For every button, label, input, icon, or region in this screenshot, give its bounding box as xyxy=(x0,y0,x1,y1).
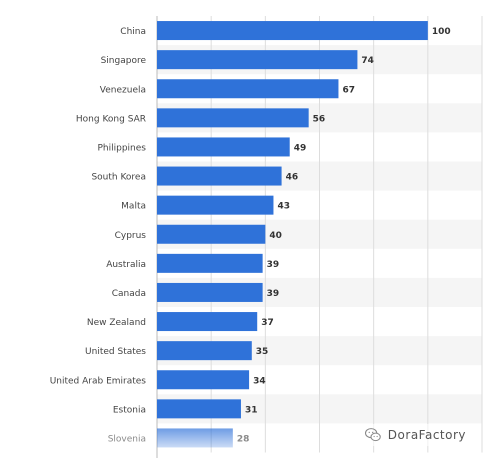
value-label: 34 xyxy=(253,376,266,386)
category-label: Slovenia xyxy=(108,434,146,444)
value-label: 49 xyxy=(294,143,307,153)
bar xyxy=(157,21,428,41)
value-label: 37 xyxy=(261,318,274,328)
bar xyxy=(157,282,263,302)
value-label: 43 xyxy=(277,202,290,212)
watermark-text: DoraFactory xyxy=(387,428,466,442)
bar xyxy=(157,370,250,390)
bar xyxy=(157,312,258,332)
bar xyxy=(157,50,358,70)
value-label: 35 xyxy=(256,347,269,357)
value-label: 39 xyxy=(267,260,280,270)
bar xyxy=(157,137,290,157)
category-label: Malta xyxy=(121,202,146,212)
value-label: 74 xyxy=(361,56,374,66)
category-label: China xyxy=(120,27,146,37)
value-label: 28 xyxy=(237,434,250,444)
wechat-icon xyxy=(364,428,381,442)
bar xyxy=(157,253,263,273)
category-label: United Arab Emirates xyxy=(50,376,147,386)
bar xyxy=(157,108,309,128)
bar xyxy=(157,195,274,215)
category-label: Canada xyxy=(112,289,146,299)
category-label: Singapore xyxy=(101,56,147,66)
value-label: 100 xyxy=(432,27,451,37)
bar xyxy=(157,399,241,419)
category-labels: China Singapore Venezuela Hong Kong SAR Phil… xyxy=(50,27,147,444)
bar xyxy=(157,79,339,99)
bars xyxy=(157,21,428,448)
category-label: Cyprus xyxy=(115,231,147,241)
bar xyxy=(157,224,266,244)
value-label: 40 xyxy=(269,231,282,241)
value-label: 56 xyxy=(313,114,326,124)
value-label: 31 xyxy=(245,405,258,415)
category-label: Philippines xyxy=(98,143,147,153)
bar xyxy=(157,341,252,361)
category-label: Estonia xyxy=(113,405,146,415)
value-labels: 100 74 67 56 49 46 43 40 39 39 37 35 34 31 28 xyxy=(237,27,451,444)
category-label: United States xyxy=(85,347,146,357)
watermark: DoraFactory xyxy=(359,424,470,446)
bar xyxy=(157,166,282,186)
value-label: 39 xyxy=(267,289,280,299)
category-label: New Zealand xyxy=(87,318,146,328)
category-label: Hong Kong SAR xyxy=(76,114,146,124)
bar xyxy=(157,428,233,448)
category-label: Australia xyxy=(106,260,146,270)
category-label: South Korea xyxy=(91,173,146,183)
category-label: Venezuela xyxy=(100,85,146,95)
value-label: 46 xyxy=(286,173,299,183)
value-label: 67 xyxy=(342,85,355,95)
